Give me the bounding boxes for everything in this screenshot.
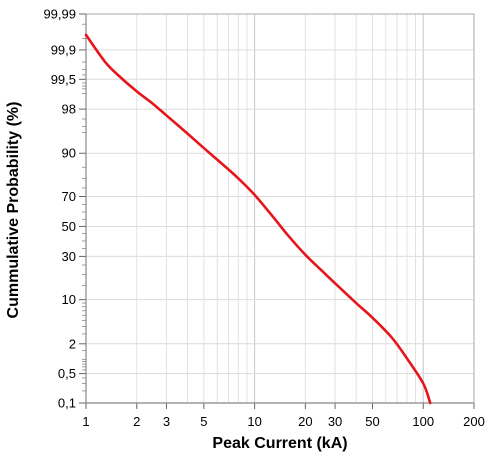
y-tick-label: 10 (62, 292, 76, 307)
x-tick-label: 10 (247, 414, 261, 429)
x-tick-label: 50 (365, 414, 379, 429)
series-line (84, 33, 432, 405)
x-tick-label: 200 (463, 414, 485, 429)
x-tick-label: 20 (298, 414, 312, 429)
y-axis-title: Cummulative Probability (%) (5, 102, 22, 319)
y-tick-label: 99,99 (43, 7, 76, 22)
y-tick-label: 2 (69, 336, 76, 351)
y-tick-label: 0,1 (58, 396, 76, 411)
y-minor-ticks (82, 23, 86, 392)
y-tick-label: 98 (62, 102, 76, 117)
y-tick-label: 50 (62, 219, 76, 234)
y-tick-label: 90 (62, 146, 76, 161)
x-tick-label: 100 (412, 414, 434, 429)
y-tick-labels: 99,99 99,9 99,5 98 90 70 50 30 10 2 0,5 0,1 (43, 7, 86, 411)
x-tick-label: 5 (200, 414, 207, 429)
x-tick-label: 2 (133, 414, 140, 429)
x-tick-label: 3 (163, 414, 170, 429)
series-layer (84, 33, 432, 405)
x-tick-label: 1 (82, 414, 89, 429)
x-tick-label: 30 (328, 414, 342, 429)
y-tick-label: 0,5 (58, 366, 76, 381)
y-tick-label: 99,5 (51, 72, 76, 87)
x-tick-labels: 1 2 3 5 10 20 30 50 100 200 (82, 403, 485, 429)
y-tick-label: 70 (62, 189, 76, 204)
y-tick-label: 30 (62, 249, 76, 264)
x-axis-title: Peak Current (kA) (212, 435, 347, 452)
y-tick-label: 99,9 (51, 42, 76, 57)
